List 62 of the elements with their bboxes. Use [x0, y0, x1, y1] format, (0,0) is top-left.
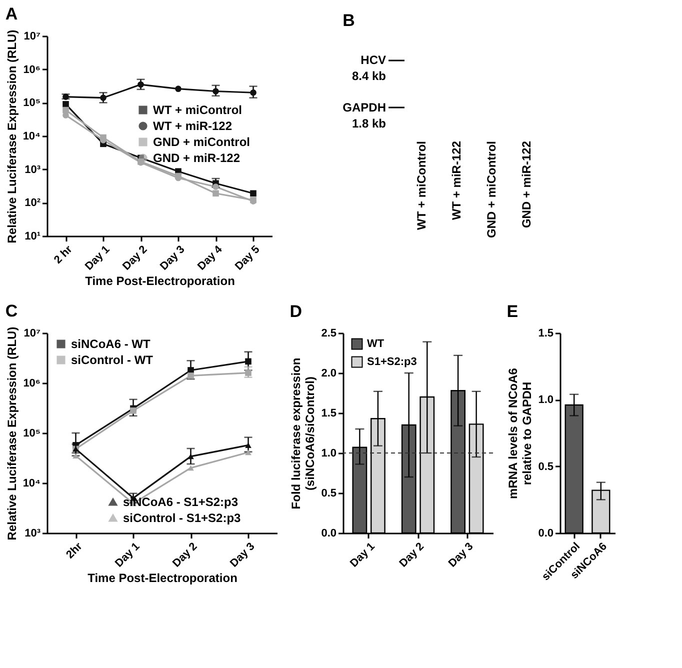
chart-title: A [5, 4, 18, 24]
legend-label: GND + miControl [153, 135, 250, 149]
category-label: HCV 8.4 kb [352, 52, 386, 83]
x-tick-label: Day 1 [112, 540, 142, 570]
legend-label: siControl - S1+S2:p3 [123, 511, 242, 525]
y-tick-label: 10³ [24, 164, 41, 176]
y-tick-label: 1.0 [538, 394, 554, 406]
y-tick-label: 1.0 [321, 448, 336, 460]
y-tick-label: 10⁴ [22, 478, 40, 490]
y-tick-label: 10⁶ [23, 64, 40, 76]
legend-label: GND + miR-122 [153, 151, 240, 165]
x-tick-label: Day 3 [446, 540, 476, 570]
text: B [342, 11, 355, 30]
y-tick-label: 2.0 [321, 368, 336, 380]
legend-label: WT [367, 338, 384, 350]
category-label: GND + miControl [484, 141, 498, 238]
y-tick-label: 10⁵ [23, 97, 40, 110]
category-label: WT + miR-122 [450, 140, 464, 220]
y-axis-title: Relative Luciferase Expression (RLU) [4, 326, 19, 540]
category-label: GAPDH 1.8 kb [342, 100, 386, 130]
x-axis-title: Time Post-Electroporation [85, 274, 235, 288]
x-tick-label: Day 5 [232, 244, 262, 273]
y-tick-label: 1.5 [538, 328, 554, 340]
y-axis-title: mRNA levels of NCoA6 relative to GAPDH [506, 368, 534, 499]
y-tick-label: 2.5 [321, 328, 336, 340]
y-tick-label: 10⁷ [24, 328, 41, 340]
chart-title: E [506, 302, 518, 321]
legend-label: WT + miControl [153, 103, 242, 117]
legend-label: siNCoA6 - S1+S2:p3 [123, 495, 238, 509]
y-axis-title: Fold luciferase expression (siNCoA6/siControl) [289, 358, 318, 510]
category-label: WT + miControl [414, 141, 428, 230]
x-tick-label: Day 1 [348, 540, 378, 570]
legend-label: siControl - WT [71, 353, 154, 367]
chart-title: C [5, 301, 18, 320]
x-axis-title: Time Post-Electroporation [88, 571, 238, 586]
y-axis-title: Relative Luciferase Expression (RLU) [4, 30, 19, 244]
x-tick-label: Day 1 [82, 244, 112, 273]
legend-label: siNCoA6 - WT [71, 337, 151, 351]
y-tick-label: 10⁶ [23, 378, 40, 390]
y-tick-label: 0.5 [538, 460, 554, 473]
category-label: GND + miR-122 [520, 140, 534, 228]
x-tick-label: Day 4 [195, 242, 226, 273]
y-tick-label: 10¹ [24, 230, 41, 242]
legend-label: S1+S2:p3 [367, 356, 417, 368]
y-tick-label: 10⁴ [22, 130, 40, 142]
x-tick-label: Day 2 [397, 540, 426, 570]
y-tick-label: 1.5 [321, 408, 336, 420]
x-tick-label: 2 hr [52, 243, 76, 266]
x-tick-label: 2hr [64, 540, 86, 562]
chart-title: D [290, 302, 302, 321]
x-tick-label: Day 3 [228, 540, 258, 570]
y-tick-label: 0.0 [538, 528, 554, 540]
y-tick-label: 10² [24, 197, 41, 210]
x-tick-label: Day 2 [170, 540, 200, 570]
y-tick-label: 0.0 [321, 528, 336, 540]
y-tick-label: 0.5 [321, 488, 336, 500]
y-tick-label: 10³ [24, 528, 41, 540]
y-tick-label: 10⁵ [23, 428, 40, 440]
x-tick-label: Day 2 [120, 244, 150, 273]
x-tick-label: Day 3 [158, 244, 188, 273]
y-tick-label: 10⁷ [24, 30, 41, 42]
legend-label: WT + miR-122 [153, 119, 232, 133]
